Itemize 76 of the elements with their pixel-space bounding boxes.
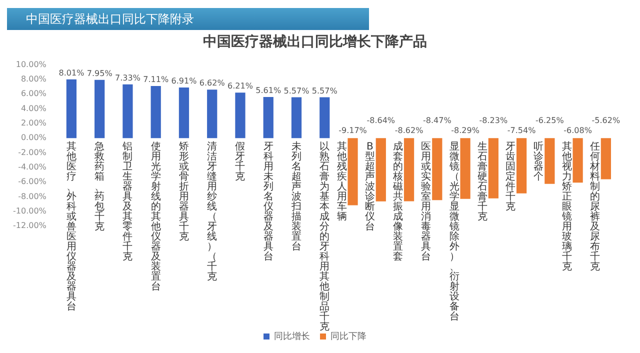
y-tick-label: 0.00% (20, 133, 47, 142)
category-label: 成套的核磁共振成像装置套 (393, 142, 404, 263)
data-label: -9.17% (338, 126, 368, 136)
y-tick-label: 10.00% (16, 60, 47, 69)
x-tick-label: 假牙千克 (235, 142, 246, 183)
category-label: 牙科用未列名仪器及器具台 (263, 142, 274, 263)
data-label: -8.29% (451, 126, 480, 136)
category-label: 矫形或骨折用器具千克 (178, 142, 189, 243)
bar (348, 138, 358, 206)
category-label: B型超声波诊断仪台 (364, 142, 375, 233)
bar (600, 138, 611, 180)
bar (122, 84, 133, 138)
data-label: 6.21% (228, 82, 254, 91)
bar (404, 138, 414, 202)
data-label: -8.23% (479, 116, 508, 126)
data-label: -8.64% (366, 116, 396, 126)
data-label: 6.62% (199, 78, 226, 88)
data-label: -8.47% (422, 116, 452, 126)
text: 中国医疗器械出口同比下降附录 (7, 8, 369, 30)
x-tick-label: 牙齿固定件千克 (506, 142, 516, 213)
bar (544, 138, 555, 184)
category-label: 使用光学射线的其他仪器及装置台 (150, 142, 161, 293)
data-label: 7.95% (86, 68, 113, 78)
category-label: 其他医疗、外科或兽医用仪器及器具台 (66, 142, 76, 313)
x-tick-label: 听诊器个 (534, 140, 544, 183)
bar (432, 138, 442, 200)
y-tick-label: -12.00% (13, 221, 47, 230)
category-label: 急救药箱、药包千克 (94, 142, 105, 233)
data-label: 5.61% (256, 86, 282, 96)
bar (291, 97, 302, 138)
bar (235, 92, 246, 138)
bar (572, 138, 583, 183)
bar (263, 96, 274, 138)
data-label: -7.54% (507, 126, 536, 136)
y-tick-label: -10.00% (13, 206, 47, 216)
bar (460, 138, 470, 199)
y-tick-label: 6.00% (20, 89, 47, 98)
data-label: 8.01% (58, 68, 85, 78)
category-label: 以熟石膏为基本成分的牙科用其他制品千克 (320, 142, 330, 333)
category-label: 铝制卫生器具及其零件千克 (122, 142, 133, 263)
y-tick-label: 4.00% (20, 104, 47, 113)
bar (320, 97, 330, 138)
bar (66, 79, 77, 138)
data-label: -5.62% (592, 116, 620, 126)
y-tick-label: 8.00% (20, 74, 47, 84)
x-tick-label: 生石膏硬石膏千克 (477, 140, 488, 223)
bar (94, 80, 105, 138)
y-tick-label: 2.00% (20, 118, 47, 128)
category-label: 未列名超声波扫描装置台 (292, 142, 302, 253)
bar (207, 90, 218, 138)
category-label: 其他视力矫正眼镜用玻璃千克 (562, 142, 572, 273)
data-label: -8.62% (394, 126, 424, 136)
bar (150, 86, 161, 138)
category-label: 清洁牙缝用纱线（牙线）（千克 (207, 142, 218, 283)
bar (488, 138, 498, 198)
category-label: 显微镜（光学显微镜除外）、衍射设备台 (449, 142, 460, 323)
data-label: 5.57% (312, 86, 338, 96)
bar (178, 87, 190, 138)
bar (376, 138, 386, 202)
y-tick-label: -8.00% (18, 192, 47, 201)
data-label: -6.08% (564, 126, 592, 136)
chart-title: 中国医疗器械出口同比增长下降产品 (203, 33, 427, 50)
data-label: 6.91% (171, 76, 198, 86)
y-tick-label: -6.00% (18, 177, 47, 186)
data-label: -6.25% (536, 116, 564, 126)
category-label: 任何材料制的尿裤及尿布千克 (590, 142, 600, 273)
y-tick-label: -2.00% (18, 148, 47, 157)
legend-label: 同比增长 (274, 330, 310, 342)
legend-label: 同比下降 (330, 330, 366, 342)
data-label: 7.11% (143, 75, 169, 84)
data-label: 5.57% (284, 86, 310, 96)
bar (516, 138, 527, 194)
category-label: 医用或实验室用消毒器具台 (421, 142, 432, 263)
x-tick-label: 其他残疾人用车辆 (336, 140, 347, 223)
y-tick-label: -4.00% (18, 162, 47, 172)
data-label: 7.33% (115, 73, 141, 82)
